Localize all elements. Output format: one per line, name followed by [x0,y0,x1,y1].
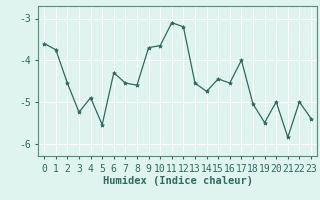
X-axis label: Humidex (Indice chaleur): Humidex (Indice chaleur) [103,176,252,186]
